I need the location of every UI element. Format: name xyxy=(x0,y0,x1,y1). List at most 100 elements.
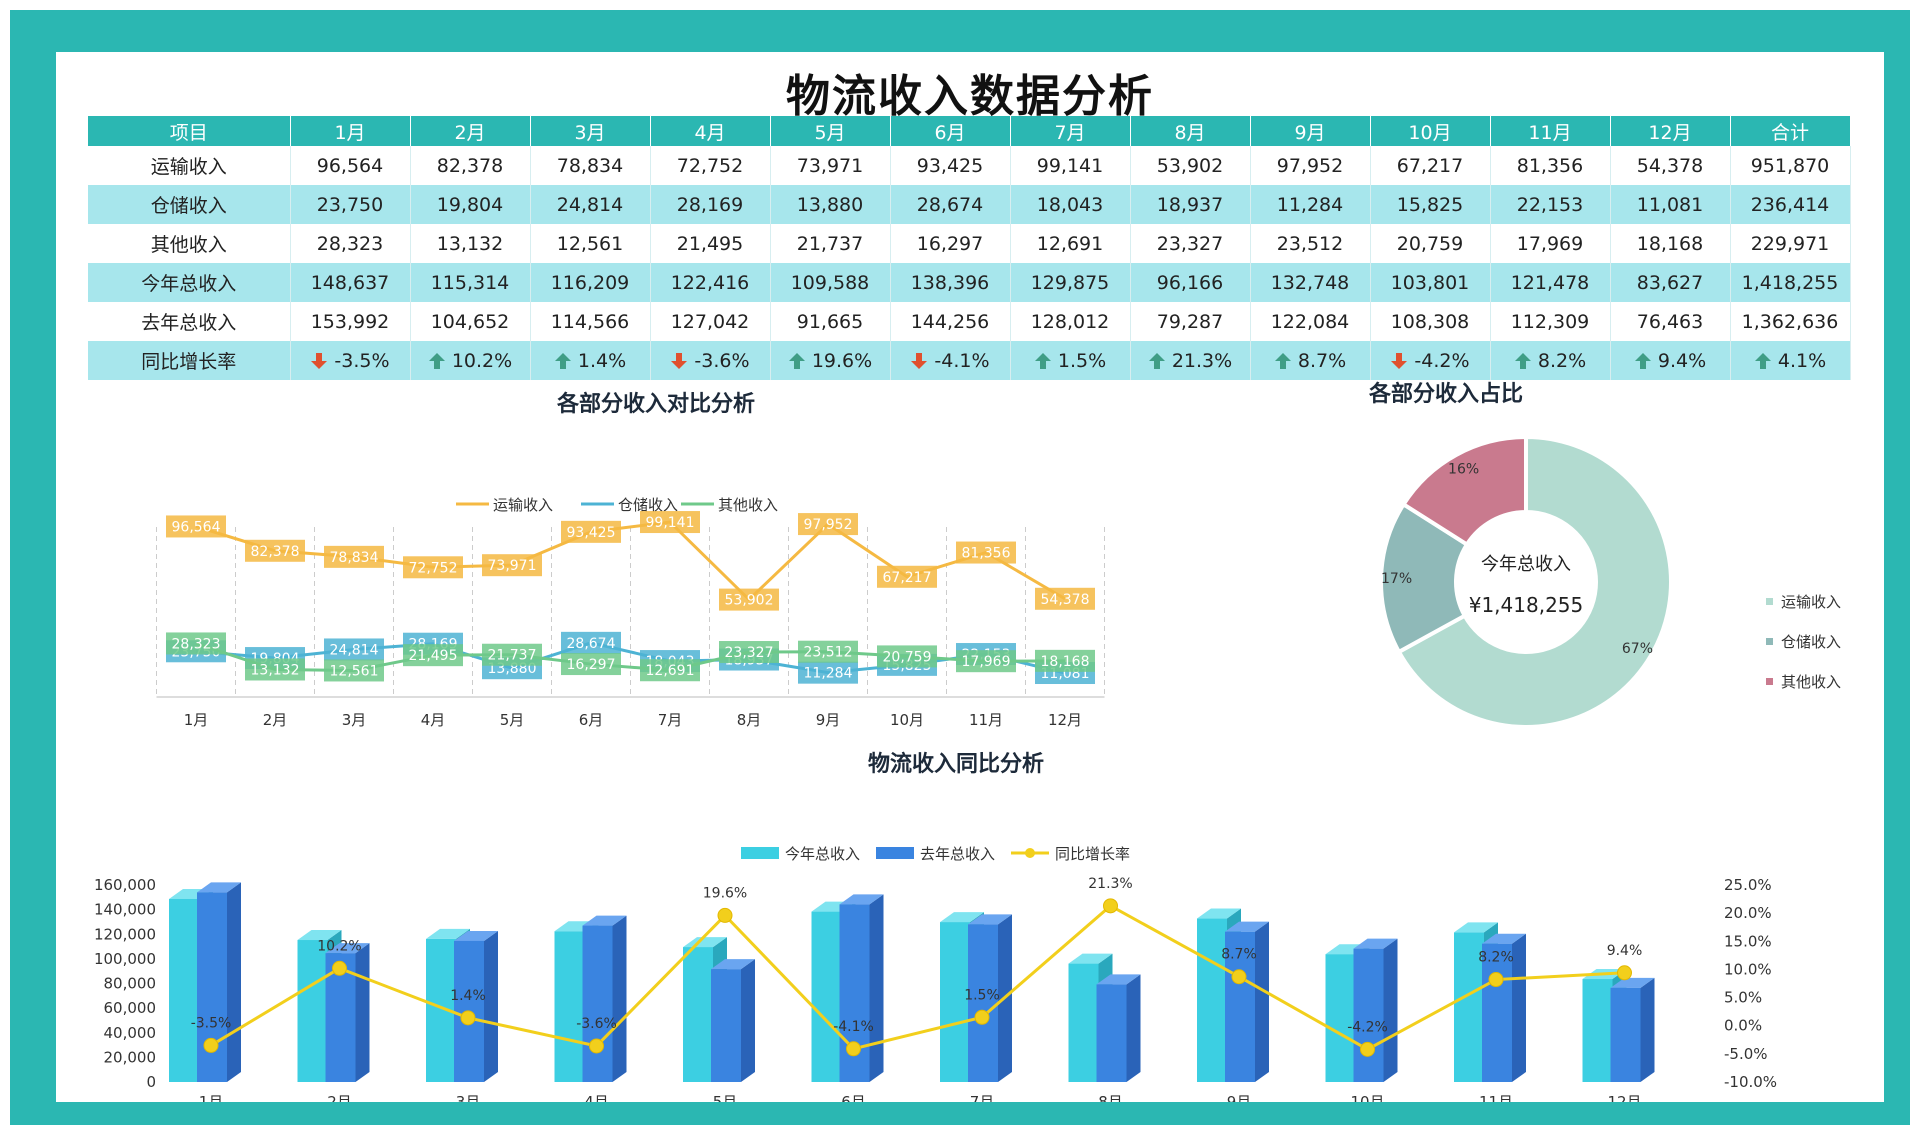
growth-point xyxy=(717,907,733,923)
growth-label: -3.6% xyxy=(576,1016,617,1032)
x-tick-label: 12月 xyxy=(1048,711,1082,729)
table-row: 运输收入 96,564 82,378 78,834 72,752 73,971 93,425… xyxy=(88,146,1851,185)
bar-front xyxy=(1068,963,1099,1082)
data-label: 13,132 xyxy=(245,658,305,681)
line-chart: 运输收入 仓储收入 其他收入 96,564 82,378 78,834 72,752 73,9… xyxy=(156,496,1105,729)
x-tick-label: 8月 xyxy=(1098,1093,1123,1102)
x-tick-label: 4月 xyxy=(584,1093,609,1102)
table-cell: 21,737 xyxy=(770,224,891,263)
table-cell: 21,495 xyxy=(650,224,771,263)
data-label: 24,814 xyxy=(324,638,384,661)
center-value: ¥1,418,255 xyxy=(1469,593,1584,617)
growth-value: 1.5% xyxy=(1057,349,1107,372)
y-tick-label: 80,000 xyxy=(104,975,157,993)
table-cell: 54,378 xyxy=(1610,146,1731,185)
bar-top xyxy=(1610,977,1655,988)
x-tick-label: 6月 xyxy=(579,711,604,729)
y-tick-label: 60,000 xyxy=(104,999,157,1017)
data-label-box xyxy=(877,565,937,588)
data-label-box xyxy=(561,631,621,654)
data-label: 18,168 xyxy=(1035,649,1095,672)
growth-value: -4.1% xyxy=(934,349,990,372)
table-cell: 138,396 xyxy=(890,263,1011,302)
table-cell: 82,378 xyxy=(410,146,531,185)
data-label-box xyxy=(324,545,384,568)
growth-label: -3.5% xyxy=(191,1015,232,1031)
growth-point xyxy=(460,1010,476,1026)
table-cell: 81,356 xyxy=(1490,146,1611,185)
y2-tick-label: 0.0% xyxy=(1724,1017,1762,1035)
data-label-text: 81,356 xyxy=(962,546,1011,562)
data-label: 78,834 xyxy=(324,545,384,568)
data-label: 53,902 xyxy=(719,588,779,611)
bar-top xyxy=(1454,922,1498,933)
growth-label: 19.6% xyxy=(703,885,747,901)
data-label-text: 24,814 xyxy=(330,642,379,658)
bar xyxy=(711,959,755,1082)
x-tick-label: 7月 xyxy=(970,1093,995,1102)
table-header-cell: 3月 xyxy=(530,116,651,146)
bar-top xyxy=(1197,908,1241,919)
x-tick-label: 1月 xyxy=(199,1093,224,1102)
table-cell: 148,637 xyxy=(290,263,411,302)
x-tick-label: 5月 xyxy=(713,1093,738,1102)
table-cell: 229,971 xyxy=(1730,224,1851,263)
bar-top xyxy=(839,894,884,905)
table-cell: 116,209 xyxy=(530,263,651,302)
table-cell: 22,153 xyxy=(1490,185,1611,224)
data-label-text: 28,674 xyxy=(567,636,616,652)
bar-front xyxy=(811,911,842,1082)
data-label-box xyxy=(561,520,621,543)
table-cell: 144,256 xyxy=(890,302,1011,341)
legend-swatch xyxy=(1766,638,1773,645)
pie-slice xyxy=(1396,434,1673,729)
data-label: 99,141 xyxy=(640,511,700,534)
data-label-text: 28,323 xyxy=(172,636,221,652)
pie-chart-title: 各部分收入占比 xyxy=(1368,382,1523,407)
bar-front xyxy=(197,892,227,1082)
legend-label: 其他收入 xyxy=(718,496,778,514)
legend-label: 仓储收入 xyxy=(618,496,678,514)
data-label-box xyxy=(640,511,700,534)
page-title: 物流收入数据分析 xyxy=(786,71,1154,122)
table-row: 去年总收入 153,992 104,652 114,566 127,042 91,665 1… xyxy=(88,302,1851,341)
bar-front xyxy=(554,931,585,1082)
growth-value: 8.2% xyxy=(1537,349,1587,372)
data-label: 17,969 xyxy=(956,650,1016,673)
table-cell: 11,081 xyxy=(1610,185,1731,224)
data-label-box xyxy=(166,632,226,655)
data-label-box xyxy=(561,653,621,676)
pie-slice xyxy=(1379,501,1470,655)
data-label: 93,425 xyxy=(561,520,621,543)
bar xyxy=(1353,938,1398,1082)
legend-label: 运输收入 xyxy=(1781,593,1841,611)
arrow-up-icon xyxy=(1754,352,1771,369)
table-cell: 20,759 xyxy=(1370,224,1491,263)
bar xyxy=(454,930,498,1082)
data-label-text: 53,902 xyxy=(725,593,774,609)
data-label: 23,327 xyxy=(719,641,779,664)
arrow-up-icon xyxy=(788,352,805,369)
x-tick-label: 5月 xyxy=(500,711,525,729)
growth-point xyxy=(589,1038,604,1054)
slice-label: 17% xyxy=(1381,571,1412,587)
data-label-text: 97,952 xyxy=(804,517,853,533)
x-tick-label: 1月 xyxy=(184,711,209,729)
table-header-cell: 9月 xyxy=(1250,116,1371,146)
legend-swatch xyxy=(1766,598,1773,605)
x-tick-label: 3月 xyxy=(342,711,367,729)
table-cell: 67,217 xyxy=(1370,146,1491,185)
bar-side xyxy=(1126,974,1141,1082)
table-header-cell: 6月 xyxy=(890,116,1011,146)
y-tick-label: 160,000 xyxy=(94,876,156,894)
data-label-text: 16,297 xyxy=(567,657,616,673)
data-label-box xyxy=(1035,587,1095,610)
table-cell: 79,287 xyxy=(1130,302,1251,341)
table-cell: 76,463 xyxy=(1610,302,1731,341)
data-label-box xyxy=(245,539,305,562)
table-cell: 91,665 xyxy=(770,302,891,341)
table-cell: 28,169 xyxy=(650,185,771,224)
table-row: 其他收入 28,323 13,132 12,561 21,495 21,737 16,297… xyxy=(88,224,1851,263)
x-tick-label: 7月 xyxy=(658,711,683,729)
bar xyxy=(1482,933,1526,1082)
